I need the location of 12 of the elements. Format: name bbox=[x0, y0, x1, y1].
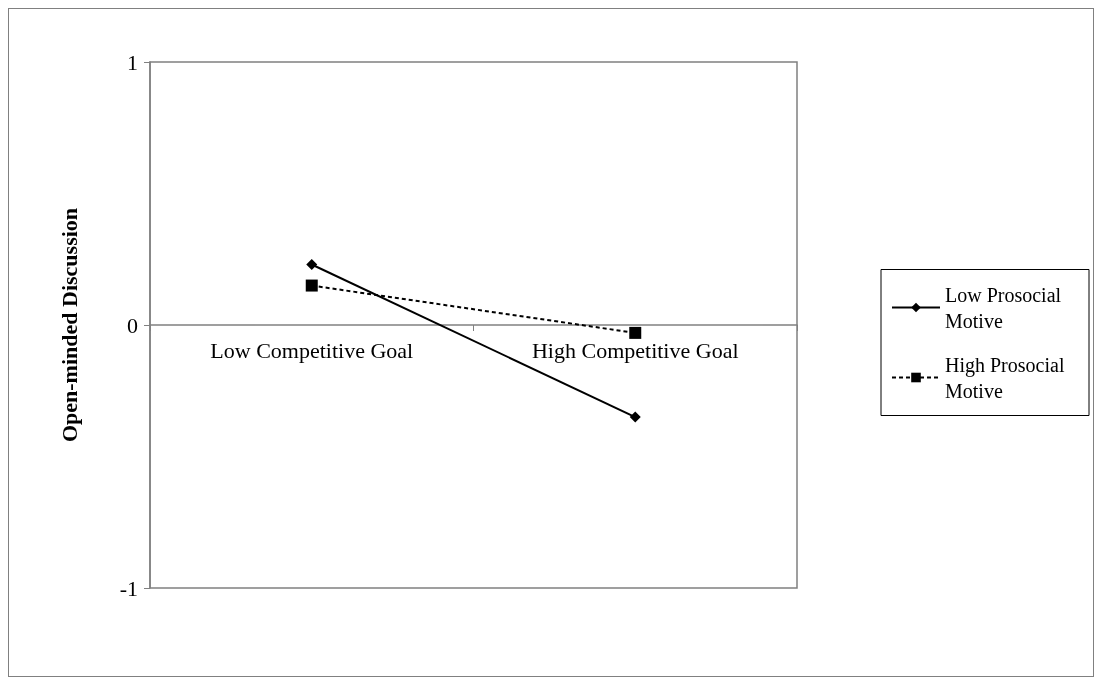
point bbox=[305, 279, 318, 292]
point bbox=[629, 411, 641, 423]
y-tick-label: -1 bbox=[119, 575, 138, 601]
legend-label: High Prosocial Motive bbox=[945, 353, 1070, 402]
point bbox=[629, 326, 642, 339]
x-tick-label: High Competitive Goal bbox=[531, 337, 739, 363]
x-tick-label: Low Competitive Goal bbox=[210, 337, 414, 363]
y-tick-label: 0 bbox=[127, 312, 138, 338]
y-tick-label: 1 bbox=[127, 49, 138, 75]
legend-label: Low Prosocial Motive bbox=[945, 283, 1067, 332]
y-axis-title: Open-minded Discussion bbox=[56, 207, 82, 443]
point bbox=[306, 259, 318, 271]
